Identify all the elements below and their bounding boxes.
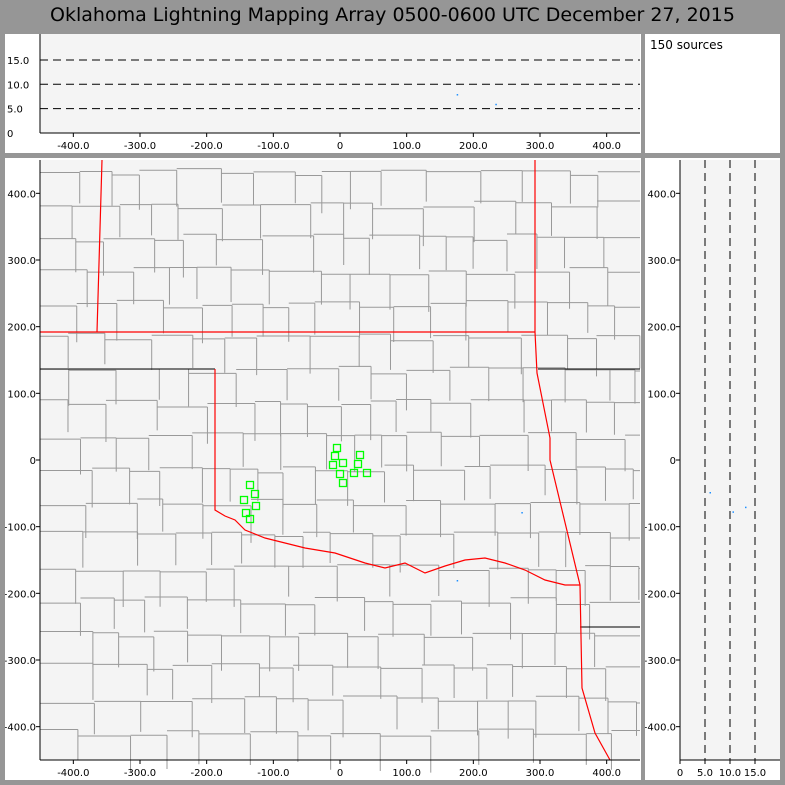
state-border-red	[40, 159, 611, 761]
figure-title: Oklahoma Lightning Mapping Array 0500-06…	[50, 4, 735, 26]
y-tick-label: 100.0	[7, 389, 36, 400]
x-tick-label: -300.0	[124, 768, 156, 779]
x-tick-label: -200.0	[191, 768, 223, 779]
y-tick-label: -400.0	[645, 723, 676, 734]
x-tick-label: 200.0	[459, 768, 488, 779]
source-point	[495, 103, 497, 106]
y-tick-label: 400.0	[647, 189, 676, 200]
source-count-panel	[645, 34, 780, 153]
station-marker	[338, 478, 348, 488]
source-point	[732, 511, 734, 513]
x-tick-label: -200.0	[191, 141, 223, 152]
station-marker	[245, 480, 255, 490]
y-tick-label: -100.0	[5, 523, 36, 534]
side-panel: 0 5.0 10.0 15.0 -400.0 -300.0 -200.0 -100.0 0 100…	[644, 158, 780, 780]
ns-altitude-plot: 0 5.0 10.0 15.0 -400.0 -300.0 -200.0 -100.0 0 100…	[644, 160, 780, 779]
plot-area	[40, 34, 640, 133]
x-tick-label: -400.0	[57, 768, 89, 779]
x-tick-label: 0	[337, 768, 343, 779]
x-tick-label: 300.0	[526, 768, 555, 779]
y-tick-label: 10.0	[7, 80, 29, 91]
y-tick-label: 100.0	[647, 389, 676, 400]
y-tick-label: 200.0	[647, 323, 676, 334]
plan-view-map: -400.0 -300.0 -200.0 -100.0 0 100.0 200.0 300.0…	[4, 159, 641, 779]
county-boundaries	[40, 168, 641, 773]
y-tick-label: 15.0	[7, 56, 29, 67]
y-tick-label: -300.0	[645, 656, 676, 667]
station-marker	[328, 460, 338, 470]
y-tick-label: 300.0	[7, 256, 36, 267]
x-tick-label: -100.0	[257, 141, 289, 152]
x-tick-label: 5.0	[697, 768, 713, 779]
y-tick-label: -200.0	[645, 589, 676, 600]
y-tick-label: 300.0	[647, 256, 676, 267]
x-tick-label: 100.0	[392, 768, 421, 779]
altitude-plot: -400.0 -300.0 -200.0 -100.0 0 100.0 200.0 300.0…	[7, 34, 640, 152]
y-tick-label: 0	[7, 129, 13, 140]
station-marker	[362, 468, 372, 478]
station-marker	[355, 450, 365, 460]
altitude-panel: -400.0 -300.0 -200.0 -100.0 0 100.0 200.0 300.0…	[5, 34, 641, 153]
station-marker	[245, 514, 255, 524]
x-tick-label: 0	[677, 768, 683, 779]
station-marker	[338, 458, 348, 468]
source-point	[456, 94, 459, 96]
y-tick-label: -400.0	[5, 723, 36, 734]
x-tick-label: 300.0	[526, 141, 555, 152]
source-point	[456, 580, 459, 582]
station-marker	[239, 495, 249, 505]
y-tick-label: -100.0	[645, 523, 676, 534]
source-point	[745, 506, 747, 509]
x-tick-label: -400.0	[57, 141, 89, 152]
source-count: 150 sources	[650, 38, 723, 52]
x-tick-label: -300.0	[124, 141, 156, 152]
y-tick-label: 0	[30, 456, 36, 467]
station-marker	[353, 459, 363, 469]
state-border-black	[40, 368, 640, 628]
station-marker	[330, 451, 340, 461]
y-tick-label: 400.0	[7, 189, 36, 200]
y-tick-label: 5.0	[7, 105, 23, 116]
source-point	[521, 512, 523, 514]
station-marker	[335, 469, 345, 479]
x-tick-label: 0	[337, 141, 343, 152]
station-marker	[250, 489, 260, 499]
station-marker	[349, 468, 359, 478]
map-panel: -400.0 -300.0 -200.0 -100.0 0 100.0 200.0 300.0…	[4, 158, 641, 780]
station-marker	[251, 501, 261, 511]
x-tick-label: 400.0	[592, 768, 621, 779]
source-point	[709, 492, 711, 494]
x-tick-label: -100.0	[257, 768, 289, 779]
x-tick-label: 200.0	[459, 141, 488, 152]
y-tick-label: -200.0	[5, 589, 36, 600]
y-tick-label: 200.0	[7, 323, 36, 334]
station-marker	[332, 443, 342, 453]
x-tick-label: 10.0	[719, 768, 741, 779]
x-tick-label: 100.0	[392, 141, 421, 152]
x-tick-label: 400.0	[592, 141, 621, 152]
y-tick-label: 0	[670, 456, 676, 467]
x-tick-label: 15.0	[744, 768, 766, 779]
y-tick-label: -300.0	[5, 656, 36, 667]
